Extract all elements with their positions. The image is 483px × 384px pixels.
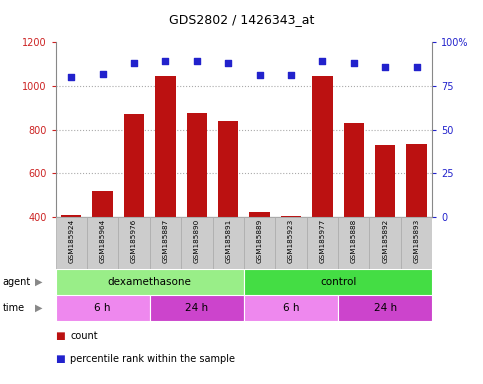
Text: GSM185977: GSM185977 [319, 218, 326, 263]
Point [319, 58, 327, 65]
Bar [275, 217, 307, 269]
Point [99, 71, 107, 77]
Text: GSM185976: GSM185976 [131, 218, 137, 263]
Point [161, 58, 170, 65]
Bar [155, 76, 176, 217]
Bar [213, 217, 244, 269]
Text: GSM185889: GSM185889 [256, 218, 263, 263]
Bar [181, 217, 213, 269]
Bar [150, 295, 244, 321]
Bar [343, 123, 364, 217]
Bar [124, 114, 144, 217]
Bar [244, 269, 432, 295]
Bar [61, 215, 82, 217]
Point [193, 58, 201, 65]
Text: 24 h: 24 h [374, 303, 397, 313]
Bar [92, 190, 113, 217]
Text: GSM185887: GSM185887 [162, 218, 169, 263]
Point [412, 64, 420, 70]
Point [224, 60, 232, 66]
Bar [244, 295, 338, 321]
Text: GSM185891: GSM185891 [225, 218, 231, 263]
Bar [150, 217, 181, 269]
Text: 24 h: 24 h [185, 303, 208, 313]
Bar [118, 217, 150, 269]
Text: ■: ■ [56, 331, 65, 341]
Point [130, 60, 138, 66]
Bar [56, 269, 244, 295]
Bar [312, 76, 333, 217]
Text: GSM185892: GSM185892 [382, 218, 388, 263]
Point [350, 60, 357, 66]
Text: GSM185888: GSM185888 [351, 218, 357, 263]
Text: GSM185923: GSM185923 [288, 218, 294, 263]
Bar [244, 217, 275, 269]
Point [68, 74, 75, 80]
Text: time: time [2, 303, 25, 313]
Text: GSM185924: GSM185924 [68, 218, 74, 263]
Point [382, 64, 389, 70]
Bar [249, 212, 270, 217]
Text: percentile rank within the sample: percentile rank within the sample [70, 354, 235, 364]
Bar [369, 217, 401, 269]
Point [287, 72, 295, 78]
Text: ▶: ▶ [35, 303, 43, 313]
Bar [218, 121, 239, 217]
Text: GSM185964: GSM185964 [99, 218, 106, 263]
Bar [186, 113, 207, 217]
Text: count: count [70, 331, 98, 341]
Bar [87, 217, 118, 269]
Text: dexamethasone: dexamethasone [108, 277, 192, 287]
Point [256, 72, 264, 78]
Bar [401, 217, 432, 269]
Bar [375, 145, 396, 217]
Bar [56, 217, 87, 269]
Text: 6 h: 6 h [94, 303, 111, 313]
Bar [307, 217, 338, 269]
Text: ▶: ▶ [35, 277, 43, 287]
Text: ■: ■ [56, 354, 65, 364]
Bar [56, 295, 150, 321]
Text: GDS2802 / 1426343_at: GDS2802 / 1426343_at [169, 13, 314, 26]
Bar [281, 216, 301, 217]
Text: agent: agent [2, 277, 30, 287]
Text: control: control [320, 277, 356, 287]
Text: GSM185890: GSM185890 [194, 218, 200, 263]
Bar [338, 217, 369, 269]
Text: GSM185893: GSM185893 [413, 218, 420, 263]
Bar [406, 144, 427, 217]
Text: 6 h: 6 h [283, 303, 299, 313]
Bar [338, 295, 432, 321]
